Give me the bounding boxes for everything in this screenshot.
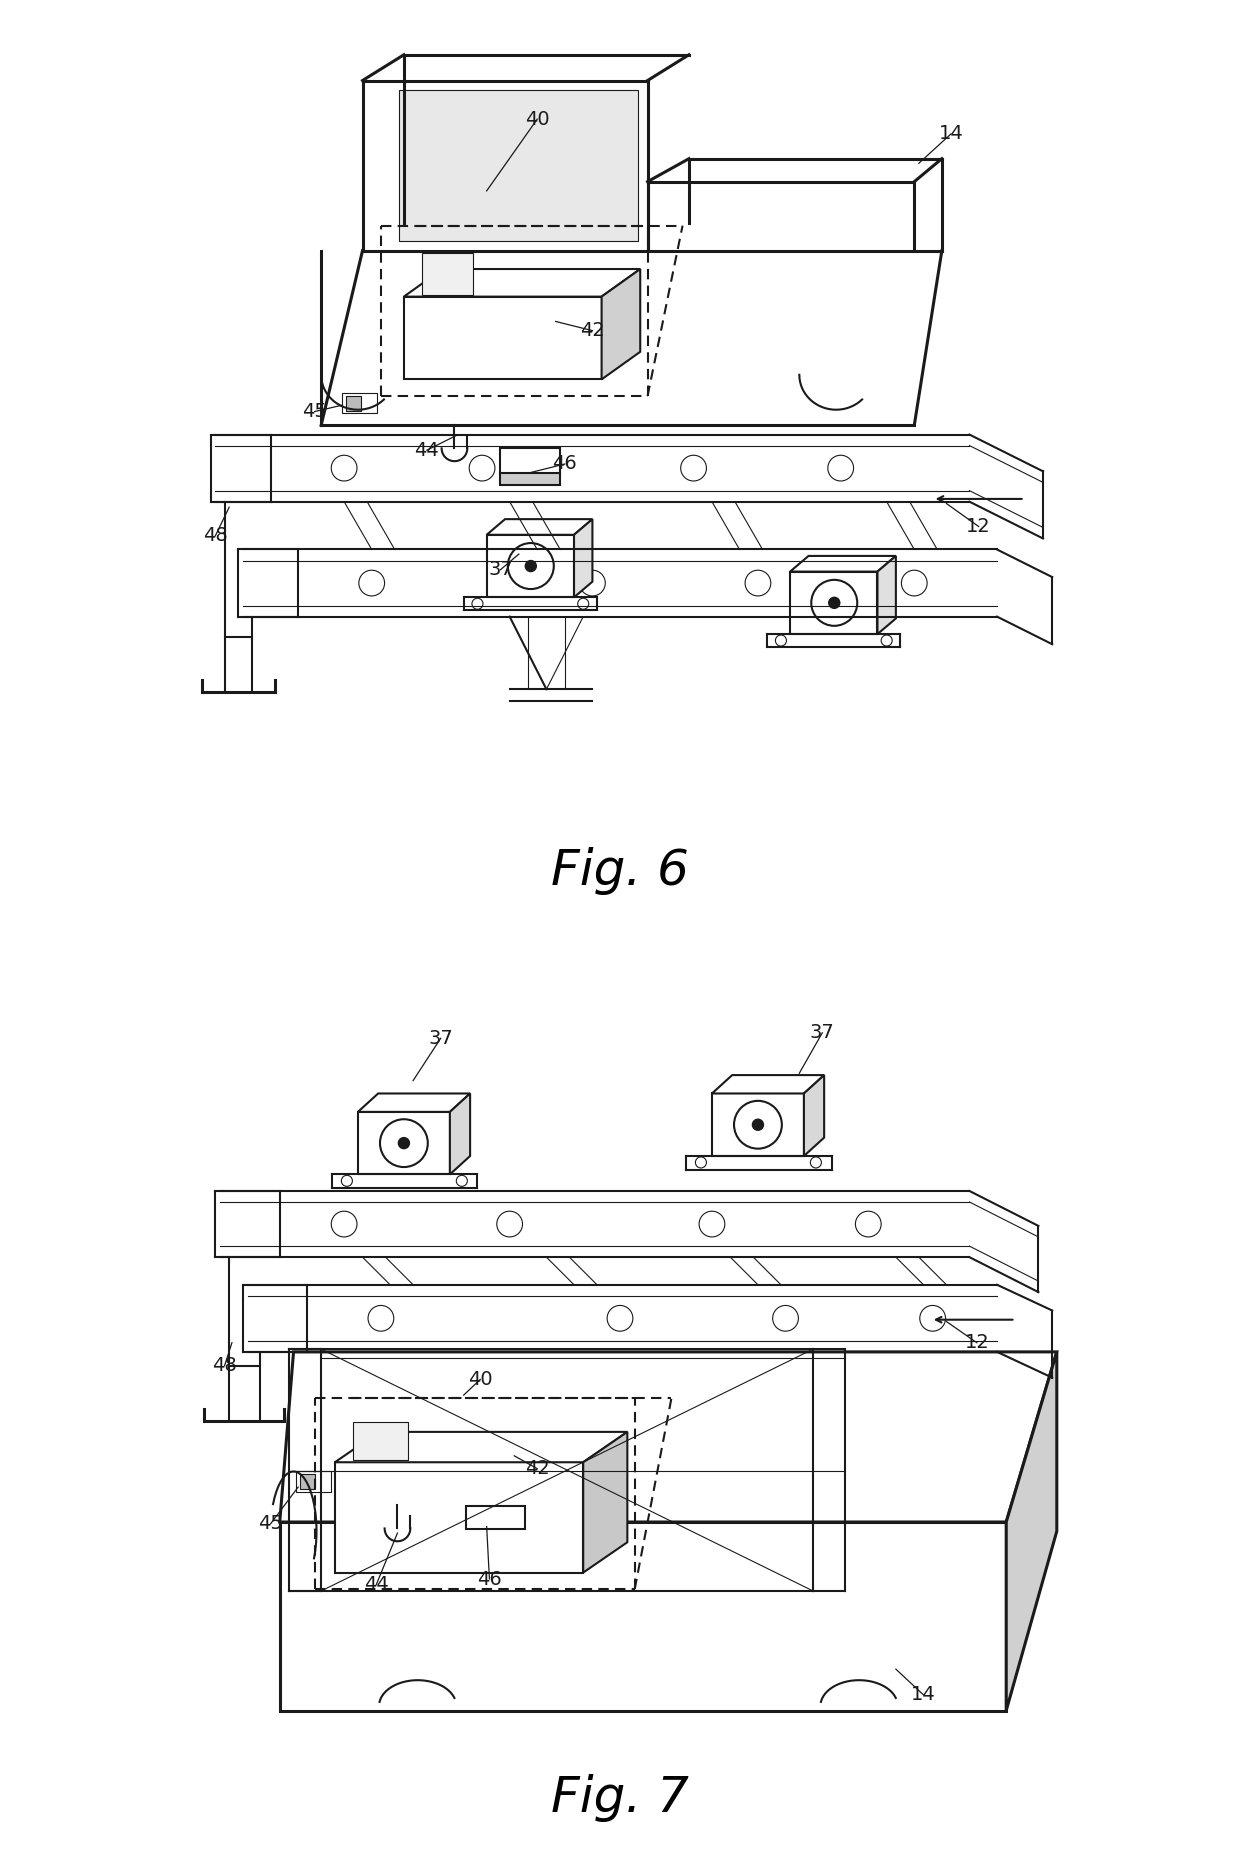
Text: 48: 48 (203, 526, 228, 545)
Text: 37: 37 (489, 560, 513, 578)
Text: 44: 44 (414, 441, 439, 459)
Circle shape (398, 1138, 409, 1149)
Polygon shape (358, 1094, 470, 1112)
Polygon shape (280, 1352, 1056, 1521)
Text: 37: 37 (428, 1029, 453, 1047)
FancyBboxPatch shape (501, 448, 560, 474)
FancyBboxPatch shape (423, 253, 472, 294)
Polygon shape (450, 1094, 470, 1174)
FancyBboxPatch shape (342, 392, 377, 413)
Text: 12: 12 (966, 517, 991, 536)
Text: 12: 12 (965, 1334, 990, 1352)
Polygon shape (404, 296, 601, 379)
Polygon shape (583, 1432, 627, 1572)
Polygon shape (878, 556, 895, 634)
Text: 40: 40 (525, 110, 549, 128)
Polygon shape (712, 1075, 825, 1094)
Text: Fig. 7: Fig. 7 (551, 1774, 689, 1823)
Circle shape (526, 560, 537, 571)
FancyBboxPatch shape (465, 1507, 526, 1529)
Polygon shape (1006, 1352, 1056, 1711)
Text: 48: 48 (212, 1356, 237, 1375)
FancyBboxPatch shape (501, 472, 560, 485)
Text: Fig. 6: Fig. 6 (551, 848, 689, 895)
Polygon shape (804, 1075, 825, 1157)
Polygon shape (404, 270, 640, 296)
FancyBboxPatch shape (486, 536, 574, 597)
Text: 45: 45 (258, 1514, 283, 1533)
FancyBboxPatch shape (790, 571, 878, 634)
Polygon shape (601, 270, 640, 379)
Text: 45: 45 (303, 402, 327, 420)
Text: 46: 46 (553, 454, 577, 474)
FancyBboxPatch shape (296, 1471, 331, 1492)
Polygon shape (574, 519, 593, 597)
Circle shape (753, 1120, 764, 1131)
Polygon shape (335, 1462, 583, 1572)
Text: 44: 44 (363, 1575, 388, 1594)
FancyBboxPatch shape (346, 396, 361, 411)
Polygon shape (790, 556, 895, 571)
Circle shape (828, 597, 839, 608)
FancyBboxPatch shape (300, 1475, 315, 1488)
Text: 42: 42 (525, 1458, 549, 1479)
Text: 42: 42 (580, 322, 605, 340)
Polygon shape (335, 1432, 627, 1462)
FancyBboxPatch shape (399, 89, 639, 242)
Text: 46: 46 (477, 1570, 502, 1588)
Text: 37: 37 (810, 1023, 835, 1042)
Polygon shape (280, 1521, 1006, 1711)
FancyBboxPatch shape (712, 1094, 804, 1157)
Text: 14: 14 (911, 1685, 936, 1704)
FancyBboxPatch shape (358, 1112, 450, 1174)
FancyBboxPatch shape (353, 1421, 408, 1460)
Text: 14: 14 (939, 125, 963, 143)
Polygon shape (486, 519, 593, 536)
Text: 40: 40 (467, 1371, 492, 1389)
